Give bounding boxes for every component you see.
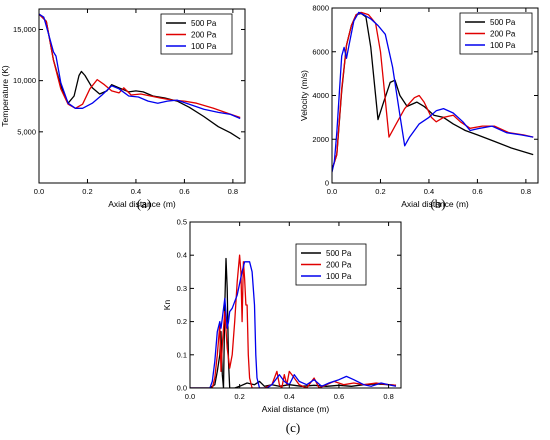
chart-3-x-tick-label: 0.8 bbox=[383, 392, 393, 401]
chart-2-y-tick-label: 8000 bbox=[312, 4, 329, 13]
chart-1-panel-caption: (a) bbox=[137, 196, 151, 211]
chart-2-x-axis-title: Axial distance (m) bbox=[401, 199, 469, 209]
chart-3-x-tick-label: 0.0 bbox=[185, 392, 195, 401]
chart-1-y-tick-label: 15,000 bbox=[13, 25, 36, 34]
panel-a: 0.0 0.2 0.4 0.6 0.8 5,000 10,000 15,000 Axial di… bbox=[0, 8, 246, 211]
chart-3-y-tick-label: 0.0 bbox=[177, 384, 187, 393]
chart-1-x-tick-label: 0.8 bbox=[228, 187, 238, 196]
chart-3-panel-caption: (c) bbox=[286, 420, 300, 435]
chart-1-x-tick-label: 0.4 bbox=[131, 187, 141, 196]
chart-3-x-tick-label: 0.2 bbox=[234, 392, 244, 401]
chart-2-legend-label-3: 100 Pa bbox=[490, 41, 516, 50]
chart-2-x-tick-label: 0.2 bbox=[375, 187, 385, 196]
chart-3-series-line-100-pa bbox=[190, 261, 397, 388]
chart-2-legend-label-2: 200 Pa bbox=[490, 30, 516, 39]
chart-1-x-tick-label: 0.6 bbox=[179, 187, 189, 196]
chart-1-x-tick-label: 0.2 bbox=[82, 187, 92, 196]
chart-3-plot-frame bbox=[189, 221, 402, 389]
chart-2-x-tick-label: 0.8 bbox=[521, 187, 531, 196]
chart-1-legend-label-1: 500 Pa bbox=[191, 19, 217, 28]
chart-2-y-tick-label: 2000 bbox=[312, 135, 329, 144]
chart-1-x-tick-label: 0.0 bbox=[34, 187, 44, 196]
panel-c: 0.0 0.2 0.4 0.6 0.8 0.0 0.1 0.2 0.3 0.4 0.5 Axial d… bbox=[162, 218, 402, 435]
chart-1-y-tick-label: 5,000 bbox=[17, 127, 36, 136]
panel-b: 0.0 0.2 0.4 0.6 0.8 0 2000 4000 6000 8000 Axial di… bbox=[299, 4, 539, 211]
chart-3-y-tick-label: 0.5 bbox=[177, 218, 187, 227]
chart-1-series-line-100-pa bbox=[39, 13, 241, 120]
chart-2-y-axis-title: Velocity (m/s) bbox=[299, 70, 309, 121]
chart-3-legend-label-3: 100 Pa bbox=[326, 272, 352, 281]
chart-1-x-axis-title: Axial distance (m) bbox=[108, 199, 176, 209]
chart-1-y-axis-title: Temperature (K) bbox=[0, 65, 10, 127]
chart-1-series-line-200-pa bbox=[39, 13, 241, 119]
chart-2-legend-label-1: 500 Pa bbox=[490, 18, 516, 27]
chart-2-panel-caption: (b) bbox=[430, 196, 445, 211]
chart-3-y-tick-label: 0.2 bbox=[177, 317, 187, 326]
chart-2-x-tick-label: 0.0 bbox=[327, 187, 337, 196]
chart-3-x-axis-title: Axial distance (m) bbox=[262, 404, 330, 414]
chart-1-legend-label-3: 100 Pa bbox=[191, 42, 217, 51]
chart-1-plot-frame bbox=[38, 8, 246, 184]
chart-3-legend-label-2: 200 Pa bbox=[326, 261, 352, 270]
chart-3-legend-label-1: 500 Pa bbox=[326, 249, 352, 258]
chart-3-y-tick-label: 0.1 bbox=[177, 350, 187, 359]
chart-3-y-tick-label: 0.3 bbox=[177, 284, 187, 293]
chart-2-y-tick-label: 6000 bbox=[312, 47, 329, 56]
chart-3-y-axis-title: Kn bbox=[162, 300, 172, 311]
chart-2-y-tick-label: 4000 bbox=[312, 91, 329, 100]
chart-2-x-tick-label: 0.6 bbox=[472, 187, 482, 196]
chart-3-x-tick-label: 0.4 bbox=[284, 392, 294, 401]
chart-1-legend-label-2: 200 Pa bbox=[191, 31, 217, 40]
chart-2-x-tick-label: 0.4 bbox=[424, 187, 434, 196]
chart-2-series-line-100-pa bbox=[332, 11, 534, 173]
chart-3-y-tick-label: 0.4 bbox=[177, 251, 187, 260]
chart-2-y-tick-label: 0 bbox=[325, 179, 329, 188]
chart-1-y-tick-label: 10,000 bbox=[13, 76, 36, 85]
chart-3-x-tick-label: 0.6 bbox=[334, 392, 344, 401]
